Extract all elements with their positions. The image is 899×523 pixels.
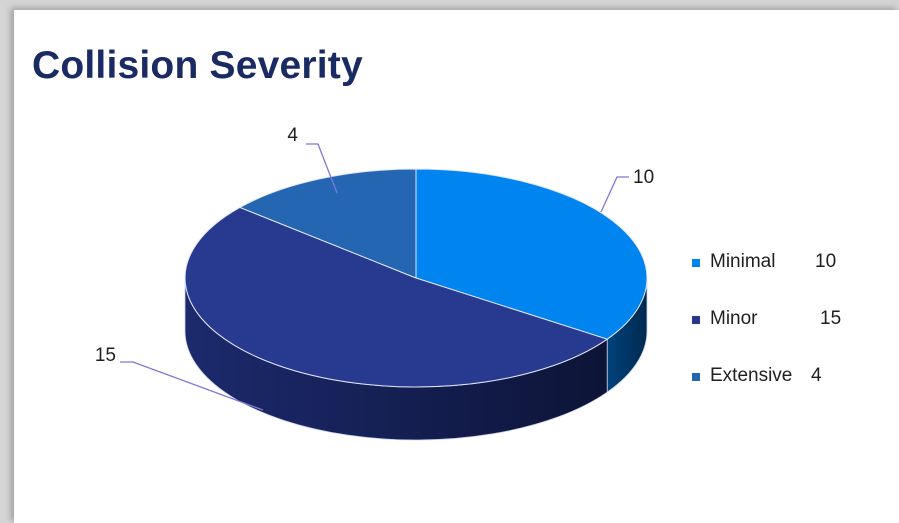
- pie-slice-minimal: [415, 168, 648, 340]
- chart-title: Collision Severity: [32, 44, 363, 87]
- leader-line-minor: [120, 361, 264, 411]
- legend-value-minimal: 10: [815, 251, 837, 272]
- legend-swatch-extensive: [692, 373, 700, 381]
- legend-value-minor: 15: [820, 308, 842, 329]
- legend-label-minor: Minor: [710, 308, 758, 329]
- pie-slice-minor: [184, 206, 609, 388]
- leader-line-extensive: [306, 143, 338, 194]
- legend-swatch-minor: [692, 316, 700, 324]
- legend-label-extensive: Extensive: [710, 365, 793, 386]
- data-label-minor: 15: [95, 345, 116, 366]
- legend-swatch-minimal: [692, 259, 700, 267]
- pie-slice-extensive: [238, 168, 417, 279]
- data-label-minimal: 10: [633, 167, 654, 188]
- data-label-extensive: 4: [287, 125, 298, 146]
- legend-value-extensive: 4: [811, 365, 822, 386]
- legend-label-minimal: Minimal: [710, 251, 776, 272]
- leader-line-minimal: [600, 176, 629, 213]
